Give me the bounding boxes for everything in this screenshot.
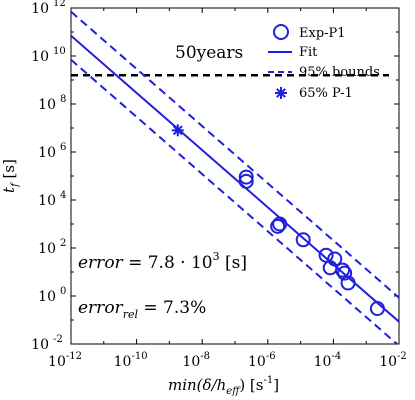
error-unit: [s] — [220, 253, 247, 273]
x-label-sub: eff — [226, 386, 241, 397]
error-rel-eq: = 7.3% — [138, 298, 206, 318]
x-tick-label: 10-10 — [114, 351, 148, 370]
x-label-delta: δ — [203, 376, 212, 394]
y-tick-label: 10 — [31, 1, 49, 17]
error-var: error — [78, 253, 124, 273]
y-tick-label: 10 — [31, 49, 49, 65]
exp-p1-point — [369, 301, 385, 317]
x-label-close: ] — [273, 376, 279, 394]
x-axis-label: min(δ/heff) [s-1] — [168, 375, 279, 397]
y-tick-exponent: 6 — [60, 142, 66, 153]
legend-label-fit: Fit — [299, 45, 318, 60]
y-tick-labels: 10 -2 10 0 10 2 10 4 10 6 10 8 10 10 10 12 — [31, 0, 66, 353]
x-tick-label: 10-8 — [182, 351, 210, 370]
legend-label-p1: 65% P-1 — [299, 86, 353, 101]
error-exp: 3 — [213, 250, 220, 263]
y-tick-exponent: 0 — [60, 286, 66, 297]
y-tick-exponent: 12 — [53, 0, 66, 9]
y-label-sub: f — [10, 181, 21, 188]
error-rel-sub: rel — [123, 308, 139, 321]
error-eq: = 7.8 · 10 — [123, 253, 213, 273]
exp-p1-point — [270, 218, 286, 234]
legend-label-exp: Exp-P1 — [299, 26, 346, 41]
p1-65-point — [171, 124, 184, 137]
error-rel-var: error — [78, 298, 124, 318]
y-axis-label: tf [s] — [0, 159, 21, 193]
exp-p1-point — [238, 169, 254, 185]
error-annotation: error = 7.8 · 103 [s] — [78, 250, 247, 273]
y-tick-exponent: 10 — [53, 46, 66, 57]
x-label-prefix: min( — [168, 376, 204, 394]
exp-p1-point — [327, 251, 343, 267]
x-label-suffix: ) [s — [239, 376, 263, 394]
lower-bound-line — [71, 58, 399, 344]
asterisk-stroke — [172, 125, 183, 136]
x-label-mid: /h — [210, 376, 227, 394]
x-tick-label: 10-4 — [314, 351, 342, 370]
y-tick-exponent: 4 — [60, 190, 66, 201]
fit-lines — [71, 10, 399, 344]
y-tick-exponent: 8 — [60, 94, 66, 105]
exp-p1-point — [335, 262, 351, 278]
exp-p1-point — [238, 173, 254, 189]
legend-circle-marker — [273, 24, 289, 40]
legend-label-bounds: 95% bounds — [299, 65, 380, 80]
x-label-unit-exp: -1 — [263, 375, 273, 386]
x-tick-label: 10-12 — [48, 351, 82, 370]
fit-line — [71, 34, 399, 323]
y-tick-exponent: 2 — [60, 238, 66, 249]
upper-bound-line — [71, 10, 399, 299]
y-tick-label: 10 — [38, 289, 56, 305]
exp-p1-point — [272, 216, 288, 232]
data-points — [171, 124, 385, 317]
tick-marks — [70, 7, 400, 345]
y-tick-exponent: -2 — [53, 334, 63, 345]
exp-p1-point — [340, 275, 356, 291]
x-tick-label: 10-6 — [248, 351, 276, 370]
legend-asterisk-marker — [275, 87, 287, 99]
y-tick-label: 10 — [38, 145, 56, 161]
y-tick-label: 10 — [38, 193, 56, 209]
x-tick-label: 10-2 — [379, 351, 407, 370]
reference-line-label: 50years — [175, 43, 243, 63]
exp-p1-point — [295, 232, 311, 248]
error-rel-annotation: errorrel = 7.3% — [78, 298, 206, 321]
exp-p1-point — [337, 265, 353, 281]
y-tick-label: 10 — [31, 337, 49, 353]
y-label-unit: [s] — [0, 159, 18, 183]
legend: Exp-P1 Fit 95% bounds 65% P-1 — [268, 24, 380, 101]
y-tick-label: 10 — [38, 241, 56, 257]
y-label-main: t — [0, 186, 18, 193]
y-tick-label: 10 — [38, 97, 56, 113]
x-tick-labels: 10-12 10-10 10-8 10-6 10-4 10-2 — [48, 351, 407, 370]
